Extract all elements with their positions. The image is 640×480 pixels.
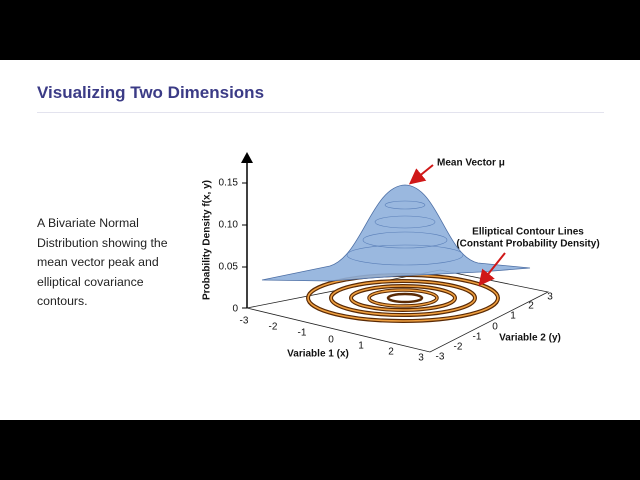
annotation: Elliptical Contour Lines (472, 227, 584, 238)
x-axis-label: Variable 1 (x) (287, 349, 349, 360)
y-tick-label: -3 (436, 352, 445, 363)
z-axis-arrow (241, 152, 253, 163)
floor-contours (306, 273, 500, 323)
z-tick-label: 0.05 (219, 262, 239, 273)
z-axis-label: Probability Density f(x, y) (202, 180, 213, 300)
y-tick-label: 3 (547, 292, 553, 303)
x-tick-label: 0 (328, 335, 334, 346)
contour (386, 292, 424, 304)
y-tick-label: -1 (473, 332, 482, 343)
z-ticks (242, 182, 247, 309)
y-tick-label: -2 (454, 342, 463, 353)
y-axis-label: Variable 2 (y) (499, 333, 561, 344)
annotation-arrow (478, 252, 506, 287)
slide-title: Visualizing Two Dimensions (37, 83, 265, 102)
x-tick-label: 2 (388, 347, 394, 358)
density-surface (261, 184, 531, 282)
body-text: A Bivariate Normal Distribution showing … (37, 216, 168, 308)
annotation: (Constant Probability Density) (456, 239, 599, 250)
surface-contour (374, 215, 436, 229)
contour (368, 289, 438, 307)
z-tick-label: 0 (232, 304, 238, 315)
x-tick-label: 3 (418, 353, 424, 364)
y-tick-label: 0 (492, 322, 498, 333)
x-tick-label: -3 (240, 316, 249, 327)
z-tick-label: 0.10 (219, 220, 239, 231)
x-tick-label: 1 (358, 341, 364, 352)
surface-contours (346, 200, 464, 266)
contour (350, 285, 456, 311)
x-tick-label: -2 (269, 322, 278, 333)
surface-contour (362, 231, 448, 249)
contour (330, 280, 476, 316)
y-tick-label: 1 (510, 311, 516, 322)
annotation: Mean Vector μ (437, 158, 505, 169)
divider (37, 112, 604, 113)
x-tick-label: -1 (298, 328, 307, 339)
annotation-arrow (408, 164, 434, 185)
slide: Visualizing Two Dimensions A Bivariate N… (0, 60, 640, 420)
z-tick-label: 0.15 (219, 178, 239, 189)
y-tick-label: 2 (528, 301, 534, 312)
surface-contour (346, 244, 464, 266)
surface-contour (384, 200, 426, 210)
